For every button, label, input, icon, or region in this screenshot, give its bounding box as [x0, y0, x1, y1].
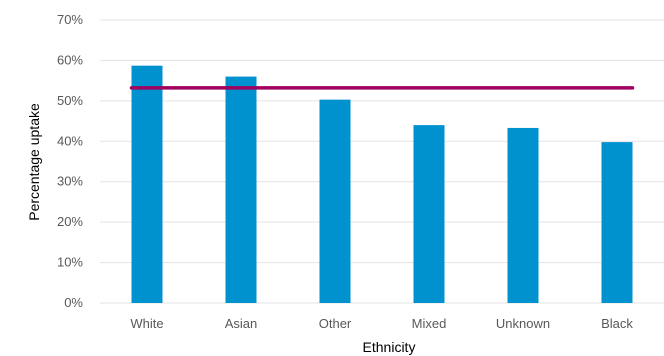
y-tick-label: 60%: [57, 52, 83, 67]
x-tick-label: Unknown: [496, 316, 550, 331]
y-tick-label: 50%: [57, 93, 83, 108]
gridlines: [100, 19, 664, 304]
y-axis-title: Percentage uptake: [26, 103, 42, 221]
x-tick-label: Mixed: [412, 316, 447, 331]
x-tick-label: White: [130, 316, 163, 331]
y-tick-label: 30%: [57, 174, 83, 189]
bar-mixed: [413, 125, 445, 303]
bars: [131, 65, 633, 304]
bar-white: [131, 65, 163, 303]
x-axis-title: Ethnicity: [363, 339, 416, 355]
x-tick-label: Asian: [225, 316, 258, 331]
y-tick-label: 20%: [57, 214, 83, 229]
x-tick-label: Other: [319, 316, 352, 331]
x-tick-label: Black: [601, 316, 633, 331]
bar-other: [319, 99, 351, 303]
y-tick-label: 40%: [57, 133, 83, 148]
bar-black: [601, 142, 633, 303]
y-tick-label: 0%: [64, 295, 83, 310]
y-axis-ticks: 0% 10% 20% 30% 40% 50% 60% 70%: [57, 12, 83, 310]
bar-asian: [225, 76, 257, 303]
y-tick-label: 10%: [57, 255, 83, 270]
x-axis-ticks: White Asian Other Mixed Unknown Black: [130, 316, 633, 331]
bar-unknown: [507, 127, 539, 304]
y-tick-label: 70%: [57, 12, 83, 27]
